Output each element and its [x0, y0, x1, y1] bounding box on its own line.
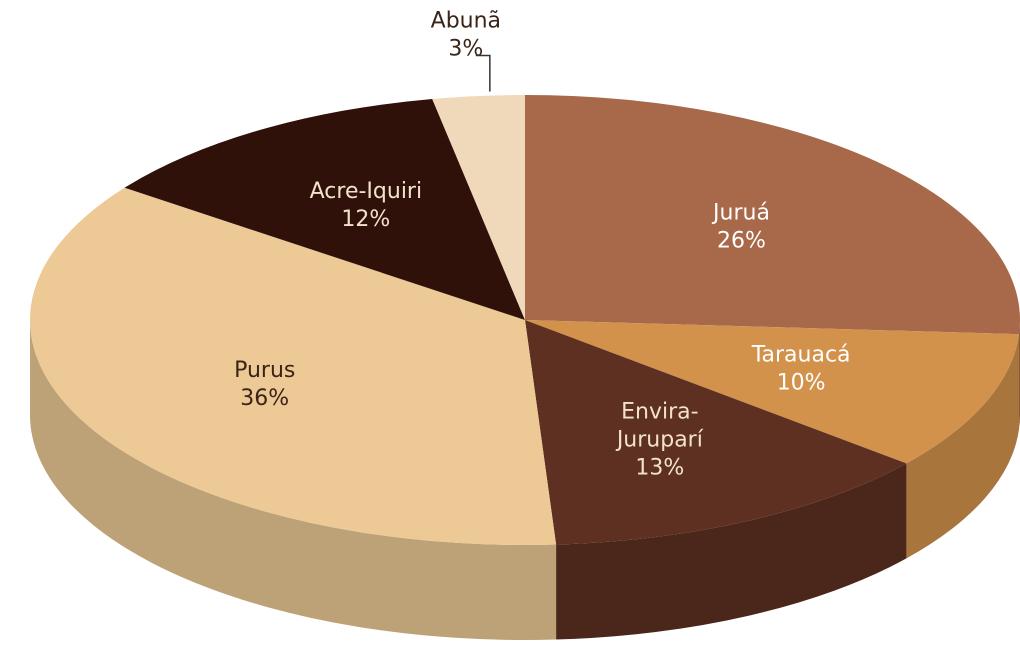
leader-line: [475, 54, 491, 92]
slice-label: Abunã: [431, 9, 501, 34]
slice: [525, 95, 1020, 335]
value-label: 13%: [635, 455, 684, 480]
slice-label: Tarauacá: [751, 343, 851, 368]
slice: [124, 98, 525, 320]
slice-side: [906, 334, 1020, 559]
label-line: Juruá: [711, 201, 770, 226]
slice-label: Envira- Juruparí: [615, 399, 704, 452]
label-line: Juruparí: [615, 427, 704, 452]
slice: [525, 320, 1020, 464]
slice: [30, 187, 557, 545]
label-line: Tarauacá: [751, 343, 851, 368]
value-label: 3%: [448, 37, 483, 62]
slice-side: [556, 463, 907, 640]
value-label: 26%: [717, 229, 766, 254]
slice-label: Juruá: [711, 201, 770, 226]
label-line: Envira-: [621, 399, 698, 424]
value-label: 12%: [341, 207, 390, 232]
slice: [432, 95, 525, 320]
slice-side: [30, 320, 557, 641]
slice: [525, 320, 907, 545]
label-line: Purus: [234, 358, 295, 383]
slice-label: Acre-Iquiri: [310, 179, 422, 204]
value-label: 10%: [777, 371, 826, 396]
label-line: Acre-Iquiri: [310, 179, 422, 204]
slice-label: Purus: [234, 358, 295, 383]
label-line: Abunã: [431, 9, 501, 34]
value-label: 36%: [240, 386, 289, 411]
